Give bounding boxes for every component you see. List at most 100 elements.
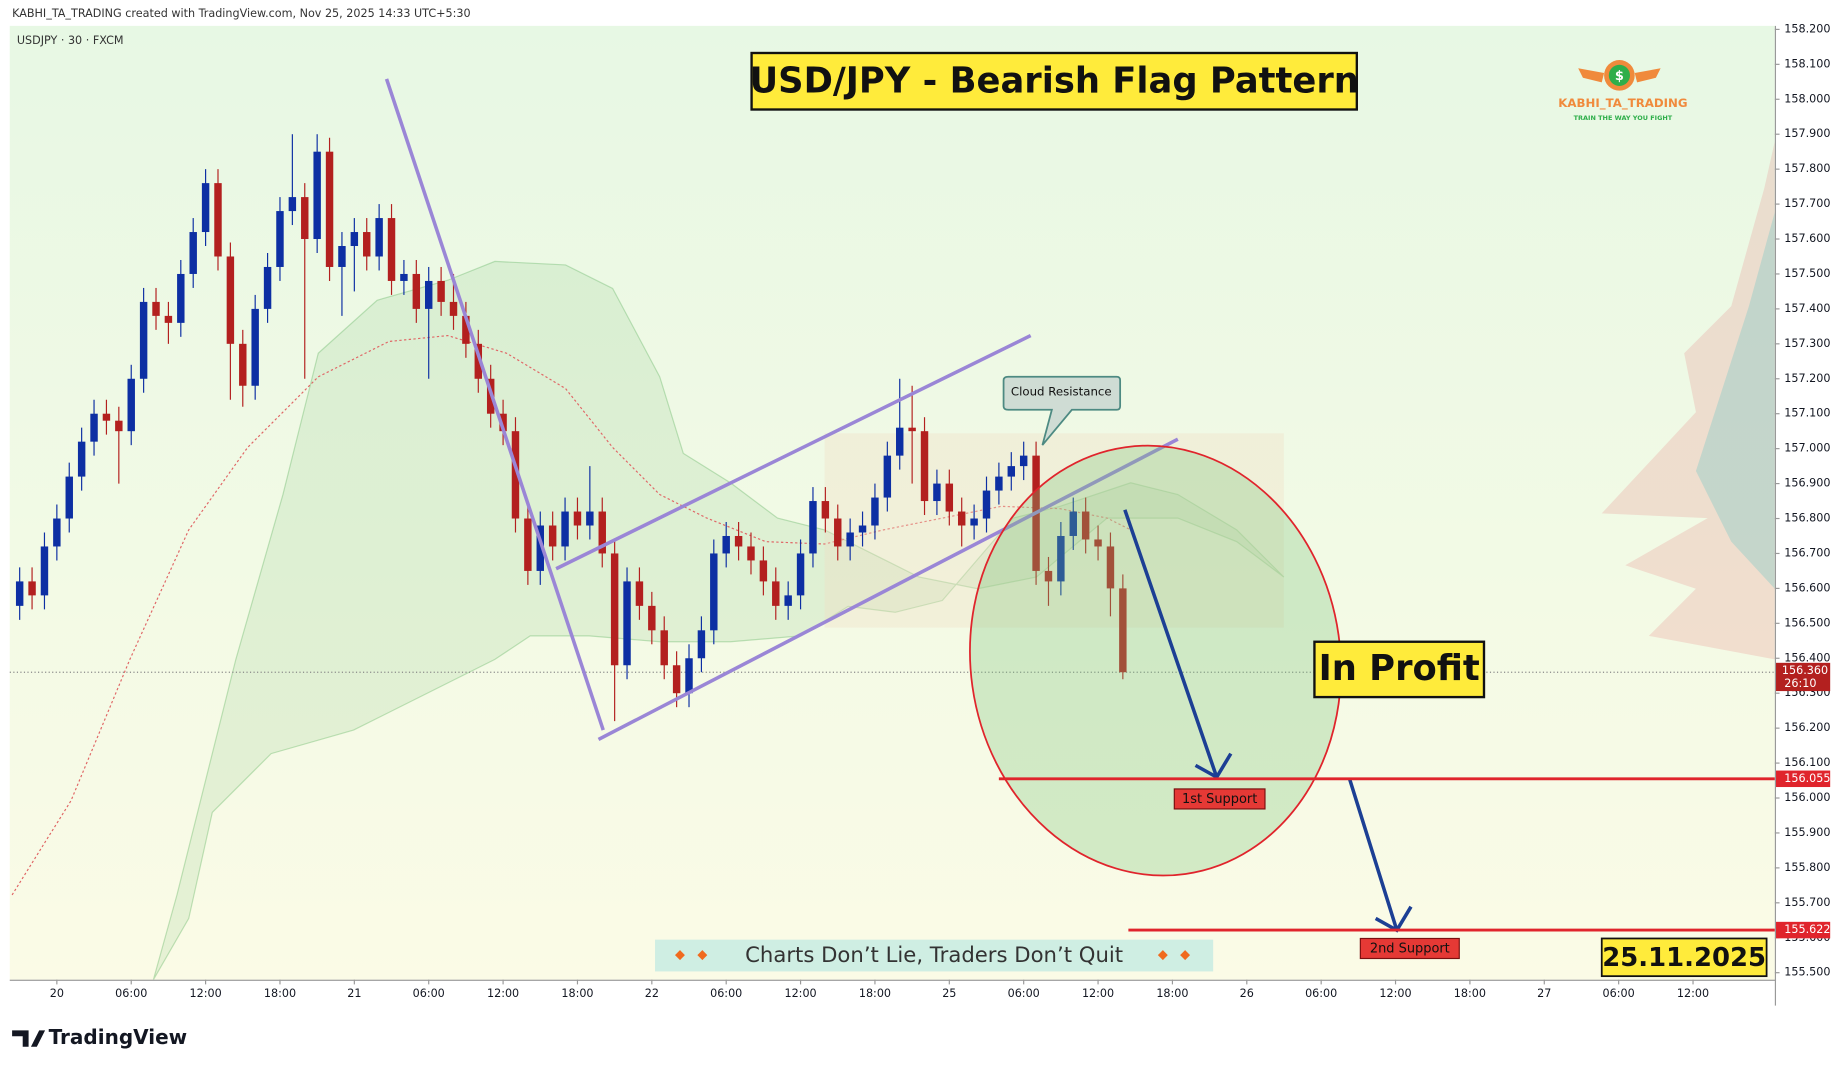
candle-body bbox=[1069, 511, 1077, 536]
candle-body bbox=[995, 476, 1003, 491]
candle-body bbox=[697, 630, 706, 659]
logo-symbol: $ bbox=[1615, 69, 1624, 84]
x-tick-label: 06:00 bbox=[413, 987, 445, 1000]
logo: $ KABHI_TA_TRADING TRAIN THE WAY YOU FIG… bbox=[1558, 60, 1688, 122]
candle-body bbox=[672, 665, 681, 694]
volume-profile bbox=[1695, 211, 1775, 589]
candle-body bbox=[858, 525, 867, 533]
y-tick-label: 156.800 bbox=[1784, 512, 1830, 525]
candle-body bbox=[772, 581, 780, 606]
x-tick-label: 18:00 bbox=[561, 987, 593, 1000]
candle-body bbox=[957, 511, 966, 526]
candle-body bbox=[920, 431, 929, 502]
candle-body bbox=[660, 630, 668, 666]
candle-body bbox=[127, 378, 135, 432]
candle-body bbox=[586, 511, 594, 526]
x-tick-label: 06:00 bbox=[1603, 987, 1635, 1000]
brand-logo bbox=[12, 1030, 46, 1047]
x-tick-label: 06:00 bbox=[115, 987, 147, 1000]
candle-body bbox=[648, 605, 656, 631]
candle-body bbox=[1119, 588, 1127, 673]
candle-body bbox=[139, 301, 148, 379]
candle-body bbox=[28, 581, 36, 596]
callout bbox=[1002, 375, 1122, 446]
candle-body bbox=[152, 301, 160, 316]
y-tick-label: 157.900 bbox=[1784, 127, 1830, 140]
y-tick-label: 157.400 bbox=[1784, 302, 1830, 315]
x-tick-label: 18:00 bbox=[1156, 987, 1188, 1000]
motto-box bbox=[655, 939, 1214, 972]
y-tick-label: 156.000 bbox=[1784, 791, 1830, 804]
level-tag-label: 155.622 bbox=[1784, 923, 1830, 936]
y-tick-label: 158.100 bbox=[1784, 57, 1830, 70]
y-tick-label: 158.200 bbox=[1784, 22, 1830, 35]
levels: 1st Support 2nd Support bbox=[998, 777, 1775, 960]
y-tick-label: 156.100 bbox=[1784, 756, 1830, 769]
candle-body bbox=[437, 280, 445, 302]
motto: Charts Don’t Lie, Traders Don’t Quit bbox=[745, 942, 1123, 967]
candle-body bbox=[908, 427, 916, 432]
candle-body bbox=[536, 525, 544, 571]
candle-body bbox=[462, 315, 470, 344]
candle-body bbox=[288, 197, 297, 212]
channel-lower bbox=[597, 437, 1179, 742]
price-tag bbox=[1776, 662, 1831, 692]
level-tag-label: 156.055 bbox=[1784, 772, 1830, 785]
candle-body bbox=[747, 546, 755, 561]
candle-body bbox=[251, 308, 259, 386]
candle-body bbox=[871, 497, 879, 526]
candle-body bbox=[734, 535, 743, 547]
profit-zone bbox=[969, 444, 1342, 877]
logo-slogan: TRAIN THE WAY YOU FIGHT bbox=[1574, 114, 1673, 122]
level-name: 1st Support bbox=[1182, 792, 1257, 807]
candle-body bbox=[598, 511, 606, 554]
logo-wings bbox=[1578, 68, 1661, 83]
title-box bbox=[750, 51, 1359, 111]
candle-body bbox=[189, 232, 197, 274]
x-tick-label: 26 bbox=[1240, 987, 1254, 1000]
candle-body bbox=[1044, 570, 1053, 582]
candle-body bbox=[896, 427, 904, 456]
profit-box bbox=[1313, 640, 1486, 699]
candle-body bbox=[784, 595, 792, 606]
y-tick-label: 157.800 bbox=[1784, 162, 1830, 175]
flag-pole bbox=[384, 78, 605, 731]
indicators bbox=[11, 141, 1775, 980]
candle-body bbox=[1019, 455, 1028, 467]
candle-body bbox=[90, 413, 98, 442]
y-tick-label: 157.100 bbox=[1784, 407, 1830, 420]
candles bbox=[15, 134, 1127, 722]
candle-body bbox=[313, 151, 321, 240]
drawings bbox=[384, 78, 1413, 933]
candle-body bbox=[635, 581, 644, 606]
candle-body bbox=[846, 532, 854, 547]
candle-body bbox=[945, 483, 954, 512]
logo-coin bbox=[1608, 64, 1631, 86]
candle-body bbox=[710, 553, 718, 631]
candle-body bbox=[561, 511, 569, 547]
symbol: USDJPY · 30 · FXCM bbox=[17, 34, 124, 47]
x-tick-label: 06:00 bbox=[710, 987, 742, 1000]
candle-body bbox=[226, 256, 235, 344]
candle-body bbox=[400, 273, 408, 281]
candle-body bbox=[1057, 535, 1065, 582]
candle-body bbox=[53, 518, 61, 547]
candle-body bbox=[214, 183, 222, 257]
candle-body bbox=[809, 501, 817, 554]
channel-upper bbox=[555, 334, 1032, 571]
y-tick-label: 155.700 bbox=[1784, 896, 1830, 909]
candle-body bbox=[387, 218, 396, 281]
countdown: 26:10 bbox=[1784, 677, 1816, 690]
candle-body bbox=[1094, 539, 1102, 547]
candle-body bbox=[363, 232, 371, 257]
y-tick-label: 158.000 bbox=[1784, 92, 1830, 105]
date: 25.11.2025 bbox=[1602, 943, 1766, 973]
axis-line bbox=[1774, 25, 1777, 1006]
cloud-zone bbox=[824, 433, 1284, 628]
x-tick-label: 12:00 bbox=[784, 987, 816, 1000]
arrow bbox=[1123, 509, 1233, 780]
candle-body bbox=[40, 546, 49, 596]
x-tick-label: 20 bbox=[50, 987, 64, 1000]
